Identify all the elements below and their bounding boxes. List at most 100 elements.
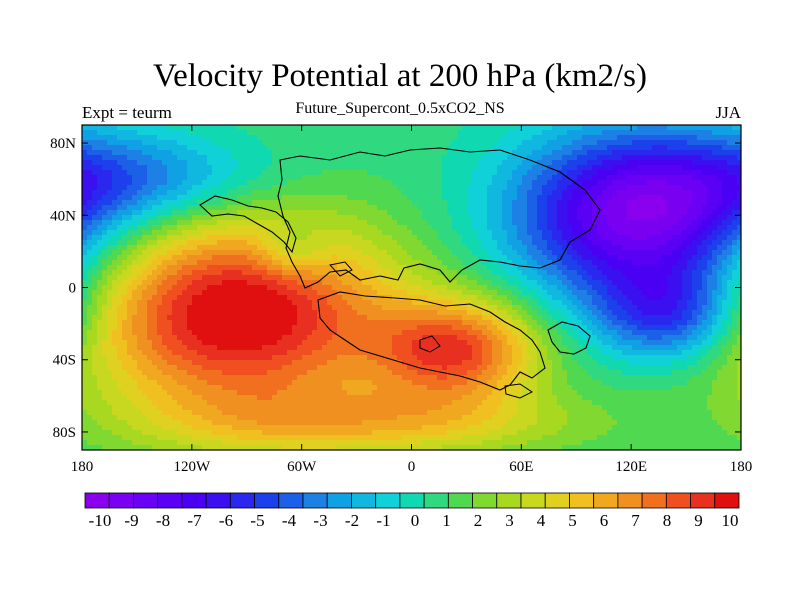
field-cell — [347, 410, 353, 416]
field-cell — [332, 150, 338, 156]
field-cell — [287, 315, 293, 321]
field-cell — [152, 310, 158, 316]
field-cell — [187, 165, 193, 171]
field-cell — [357, 430, 363, 436]
field-cell — [167, 365, 173, 371]
field-cell — [152, 315, 158, 321]
field-cell — [177, 415, 183, 421]
field-cell — [272, 310, 278, 316]
field-cell — [162, 380, 168, 386]
field-cell — [102, 160, 108, 166]
field-cell — [332, 370, 338, 376]
field-cell — [147, 350, 153, 356]
field-cell — [122, 145, 128, 151]
field-cell — [167, 305, 173, 311]
field-cell — [322, 145, 328, 151]
field-cell — [427, 280, 433, 286]
field-cell — [132, 410, 138, 416]
field-cell — [357, 180, 363, 186]
field-cell — [202, 180, 208, 186]
field-cell — [287, 410, 293, 416]
field-cell — [307, 205, 313, 211]
field-cell — [177, 205, 183, 211]
field-cell — [387, 315, 393, 321]
field-cell — [322, 270, 328, 276]
field-cell — [332, 125, 338, 131]
field-cell — [187, 275, 193, 281]
field-cell — [97, 375, 103, 381]
field-cell — [412, 310, 418, 316]
field-cell — [332, 400, 338, 406]
field-cell — [457, 385, 463, 391]
field-cell — [327, 255, 333, 261]
field-cell — [412, 385, 418, 391]
field-cell — [397, 240, 403, 246]
field-cell — [317, 250, 323, 256]
field-cell — [202, 185, 208, 191]
field-cell — [207, 265, 213, 271]
field-cell — [122, 385, 128, 391]
field-cell — [457, 175, 463, 181]
field-cell — [162, 370, 168, 376]
field-cell — [182, 215, 188, 221]
field-cell — [342, 165, 348, 171]
field-cell — [402, 440, 408, 446]
field-cell — [357, 405, 363, 411]
field-cell — [297, 180, 303, 186]
field-cell — [362, 320, 368, 326]
field-cell — [422, 365, 428, 371]
field-cell — [242, 285, 248, 291]
field-cell — [457, 135, 463, 141]
field-cell — [297, 175, 303, 181]
field-cell — [142, 165, 148, 171]
field-cell — [167, 150, 173, 156]
field-cell — [437, 280, 443, 286]
field-cell — [372, 235, 378, 241]
field-cell — [222, 435, 228, 441]
field-cell — [357, 155, 363, 161]
field-cell — [302, 400, 308, 406]
field-cell — [107, 410, 113, 416]
field-cell — [447, 410, 453, 416]
field-cell — [232, 260, 238, 266]
field-cell — [277, 245, 283, 251]
field-cell — [187, 405, 193, 411]
field-cell — [117, 415, 123, 421]
field-cell — [262, 250, 268, 256]
field-cell — [242, 155, 248, 161]
field-cell — [172, 305, 178, 311]
field-cell — [452, 430, 458, 436]
field-cell — [292, 295, 298, 301]
field-cell — [372, 180, 378, 186]
field-cell — [152, 300, 158, 306]
field-cell — [252, 370, 258, 376]
field-cell — [342, 440, 348, 446]
field-cell — [287, 355, 293, 361]
field-cell — [352, 335, 358, 341]
field-cell — [437, 365, 443, 371]
field-cell — [362, 420, 368, 426]
field-cell — [317, 425, 323, 431]
field-cell — [402, 205, 408, 211]
field-cell — [282, 150, 288, 156]
field-cell — [297, 340, 303, 346]
field-cell — [272, 230, 278, 236]
field-cell — [152, 155, 158, 161]
field-cell — [397, 435, 403, 441]
field-cell — [172, 315, 178, 321]
field-cell — [152, 295, 158, 301]
field-cell — [177, 160, 183, 166]
field-cell — [142, 290, 148, 296]
field-cell — [152, 185, 158, 191]
field-cell — [382, 335, 388, 341]
field-cell — [372, 415, 378, 421]
field-cell — [217, 195, 223, 201]
field-cell — [132, 305, 138, 311]
field-cell — [437, 395, 443, 401]
field-cell — [142, 250, 148, 256]
field-cell — [102, 325, 108, 331]
field-cell — [272, 245, 278, 251]
field-cell — [152, 255, 158, 261]
field-cell — [382, 390, 388, 396]
field-cell — [197, 150, 203, 156]
